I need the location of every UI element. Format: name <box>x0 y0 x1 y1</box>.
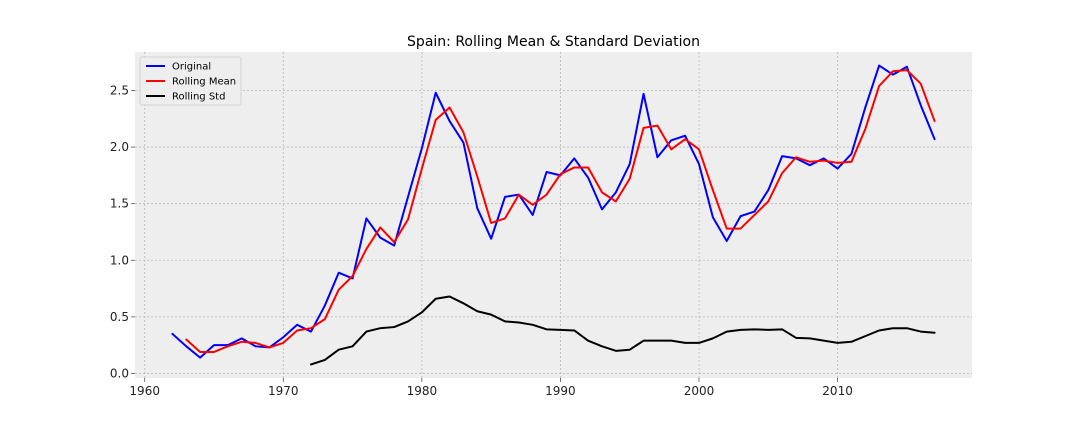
x-tick-label: 1990 <box>545 384 576 398</box>
y-tick-label: 1.0 <box>110 253 129 267</box>
plot-area <box>135 52 972 378</box>
y-tick-label: 0.0 <box>110 366 129 380</box>
y-tick-label: 2.0 <box>110 140 129 154</box>
legend: Original Rolling Mean Rolling Std <box>139 56 242 106</box>
chart-title: Spain: Rolling Mean & Standard Deviation <box>407 34 700 50</box>
x-tick-label: 2010 <box>822 384 853 398</box>
legend-label: Rolling Mean <box>172 77 236 88</box>
legend-label: Original <box>172 62 211 73</box>
axes: 1960 1970 1980 1990 2000 2010 0.0 0.5 1.0 1.5 2.0 2… <box>110 83 853 398</box>
series-line-rolling-mean <box>185 69 936 353</box>
y-tick-label: 2.5 <box>110 83 129 97</box>
legend-box <box>139 56 242 106</box>
x-tick-label: 2000 <box>684 384 715 398</box>
y-tick-label: 0.5 <box>110 310 129 324</box>
y-tick-label: 1.5 <box>110 197 129 211</box>
x-tick-label: 1980 <box>407 384 438 398</box>
grid <box>135 52 972 378</box>
series-line-original <box>171 64 936 359</box>
legend-entries: Original Rolling Mean Rolling Std <box>146 62 236 103</box>
series-group <box>171 64 936 366</box>
x-tick-label: 1970 <box>268 384 299 398</box>
series-line-rolling-std <box>309 295 936 366</box>
legend-label: Rolling Std <box>172 92 225 103</box>
x-tick-label: 1960 <box>129 384 160 398</box>
